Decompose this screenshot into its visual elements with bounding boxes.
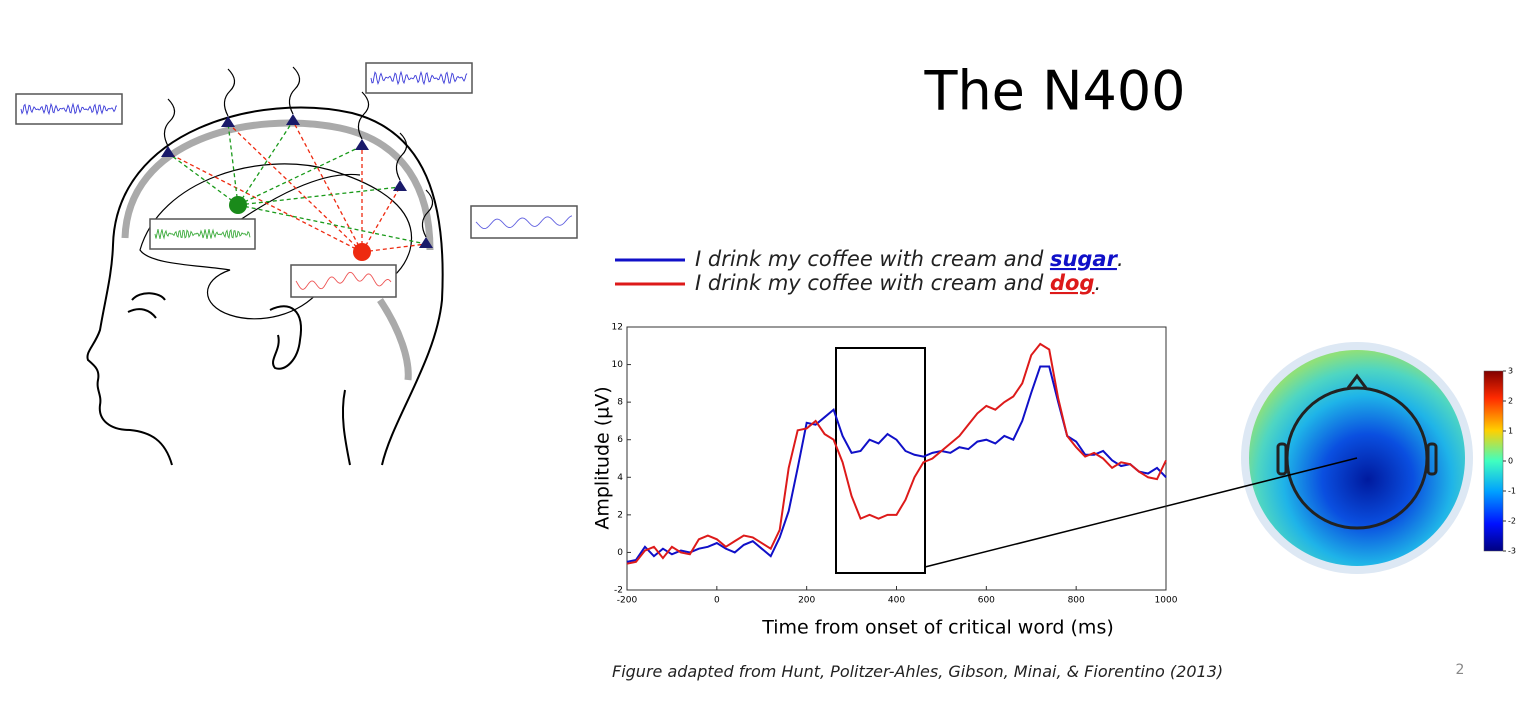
dipole-link <box>227 122 363 253</box>
dipole-link <box>361 186 401 253</box>
electrode-wire <box>223 68 236 117</box>
colorbar-tick-label: -2 <box>1508 517 1516 526</box>
highlight-box <box>835 347 926 574</box>
slide-title: The N400 <box>923 60 1185 123</box>
plot-frame <box>626 326 1167 591</box>
legend-label: I drink my coffee with cream and dog. <box>695 271 1101 295</box>
electrode-wire <box>163 98 176 147</box>
y-tick-label: 12 <box>612 323 623 333</box>
dipole-link <box>361 243 427 253</box>
y-tick-label: 2 <box>617 510 623 520</box>
x-tick-label: 0 <box>714 596 720 606</box>
dipole-link <box>237 204 427 245</box>
x-tick-label: 200 <box>798 596 815 606</box>
series-line <box>626 342 1167 565</box>
dipole-link <box>237 120 294 206</box>
y-tick-label: 4 <box>617 473 623 483</box>
colorbar-tick-label: 1 <box>1508 427 1513 436</box>
electrode <box>161 146 175 157</box>
colorbar-tick-label: -3 <box>1508 547 1516 556</box>
electrode-wire <box>395 132 408 181</box>
colorbar-tick-label: 0 <box>1508 457 1513 466</box>
topomap <box>1241 342 1504 574</box>
legend-label: I drink my coffee with cream and sugar. <box>695 247 1124 271</box>
green-dipole <box>229 196 247 214</box>
red-dipole <box>353 243 371 261</box>
x-tick-label: 600 <box>978 596 995 606</box>
electrode-wire <box>288 66 301 115</box>
signal-box <box>290 264 397 298</box>
signal-trace <box>154 228 251 240</box>
signal-trace <box>370 70 468 86</box>
y-tick-label: 0 <box>617 548 623 558</box>
colorbar-tick-label: 3 <box>1508 367 1513 376</box>
dipole-link <box>167 152 239 206</box>
x-tick-label: 400 <box>888 596 905 606</box>
x-tick-label: 800 <box>1068 596 1085 606</box>
electrode <box>355 139 369 150</box>
dipole-link <box>227 122 239 206</box>
electrode <box>393 180 407 191</box>
electrode-wire <box>421 189 434 238</box>
dipole-link <box>167 152 363 253</box>
series-line <box>626 365 1167 563</box>
y-tick-label: 8 <box>617 398 623 408</box>
signal-box <box>470 205 578 239</box>
electrode-wire <box>357 91 370 140</box>
electrode <box>221 116 235 127</box>
connector-line <box>924 457 1358 568</box>
x-tick-label: 1000 <box>1155 596 1178 606</box>
y-tick-label: -2 <box>614 586 623 596</box>
colorbar-tick-label: 2 <box>1508 397 1513 406</box>
signal-box <box>365 62 473 94</box>
y-axis-label: Amplitude (µV) <box>592 386 614 529</box>
caption: Figure adapted from Hunt, Politzer-Ahles… <box>612 662 1224 681</box>
dipole-link <box>237 145 363 206</box>
signal-trace <box>475 215 573 230</box>
x-axis-label: Time from onset of critical word (ms) <box>761 617 1114 639</box>
x-tick-label: -200 <box>617 596 638 606</box>
signal-trace <box>20 102 118 116</box>
y-tick-label: 10 <box>612 360 624 370</box>
electrode <box>419 237 433 248</box>
page-number: 2 <box>1456 662 1465 678</box>
dipole-link <box>292 120 363 253</box>
y-tick-label: 6 <box>617 435 623 445</box>
electrode <box>286 114 300 125</box>
colorbar-tick-label: -1 <box>1508 487 1516 496</box>
dipole-link <box>237 186 401 206</box>
signal-trace <box>295 271 392 290</box>
